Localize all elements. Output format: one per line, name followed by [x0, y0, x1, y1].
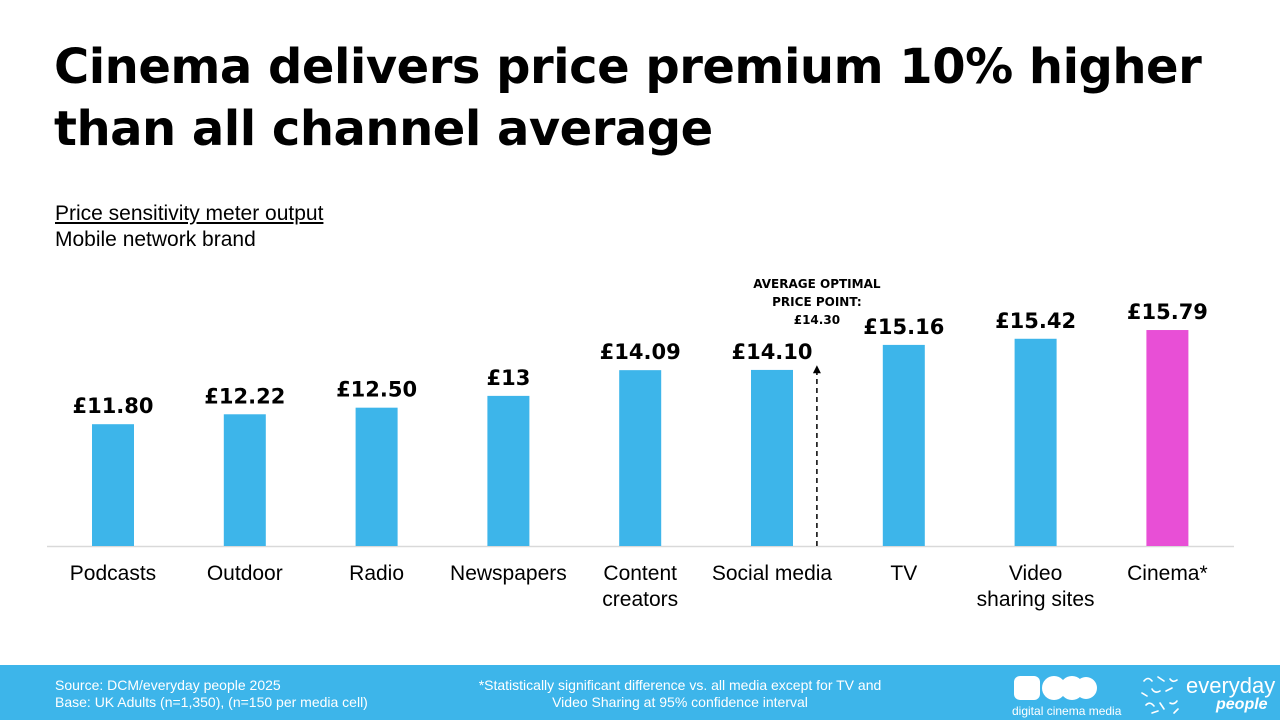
category-label-7-0: Video — [1009, 562, 1062, 585]
bar-value-label-6: £15.16 — [863, 315, 944, 339]
category-label-1-0: Outdoor — [207, 562, 283, 585]
bar-value-label-1: £12.22 — [204, 384, 285, 408]
footer-note: *Statistically significant difference vs… — [440, 677, 920, 711]
bar-value-label-2: £12.50 — [336, 378, 417, 402]
bar-value-label-5: £14.10 — [731, 340, 812, 364]
ep-logo-word-1: everyday — [1186, 673, 1276, 698]
footer-note-line-1: *Statistically significant difference vs… — [478, 677, 882, 693]
dcm-logo: digital cinema media — [1010, 673, 1135, 718]
bar-value-label-8: £15.79 — [1127, 300, 1208, 324]
bar-value-label-7: £15.42 — [995, 309, 1076, 333]
footer-bar: Source: DCM/everyday people 2025 Base: U… — [0, 665, 1280, 720]
bar-0 — [92, 424, 134, 546]
category-label-6-0: TV — [890, 562, 917, 585]
confetti-icon — [1141, 676, 1179, 714]
dcm-logo-text: digital cinema media — [1012, 704, 1122, 718]
bar-value-label-3: £13 — [486, 366, 530, 390]
reference-label-line-2: £14.30 — [794, 313, 840, 327]
category-label-2-0: Radio — [349, 562, 404, 585]
category-label-3-0: Newspapers — [450, 562, 567, 585]
bar-5 — [751, 369, 793, 546]
bar-3 — [487, 395, 530, 546]
reference-label-line-1: PRICE POINT: — [772, 295, 862, 309]
bar-8 — [1146, 330, 1189, 546]
category-label-8-0: Cinema* — [1127, 562, 1208, 585]
category-label-0-0: Podcasts — [70, 562, 156, 585]
bar-2 — [355, 407, 398, 546]
category-label-4-0: Content — [603, 562, 677, 585]
chart-subtitle: Price sensitivity meter output Mobile ne… — [55, 201, 323, 253]
category-label-7-1: sharing sites — [977, 588, 1095, 611]
footer-base: Base: UK Adults (n=1,350), (n=150 per me… — [55, 694, 368, 710]
category-label-5-0: Social media — [712, 562, 833, 585]
footer-note-line-2: Video Sharing at 95% confidence interval — [552, 694, 808, 710]
bar-6 — [882, 344, 925, 546]
everyday-people-logo: everyday people — [1138, 671, 1276, 717]
reference-arrow-icon — [812, 365, 821, 374]
category-label-4-1: creators — [602, 588, 678, 611]
bar-4 — [619, 370, 662, 546]
bar-value-label-4: £14.09 — [600, 340, 681, 364]
dcm-logo-icon — [1014, 676, 1097, 700]
ep-logo-word-2: people — [1216, 696, 1268, 713]
page-title: Cinema delivers price premium 10% higher… — [54, 39, 1202, 157]
bar-1 — [223, 414, 266, 546]
footer-source: Source: DCM/everyday people 2025 — [55, 677, 281, 693]
bar-chart: £11.80 Podcasts £12.22 Outdoor £12.50 Radio £1… — [47, 277, 1234, 611]
bar-value-label-0: £11.80 — [72, 394, 153, 418]
bar-7 — [1014, 338, 1057, 546]
subtitle-line-1: Price sensitivity meter output — [55, 202, 324, 225]
reference-label-line-0: AVERAGE OPTIMAL — [753, 277, 881, 291]
footer-source-block: Source: DCM/everyday people 2025 Base: U… — [55, 677, 368, 711]
subtitle-line-2: Mobile network brand — [55, 228, 256, 251]
